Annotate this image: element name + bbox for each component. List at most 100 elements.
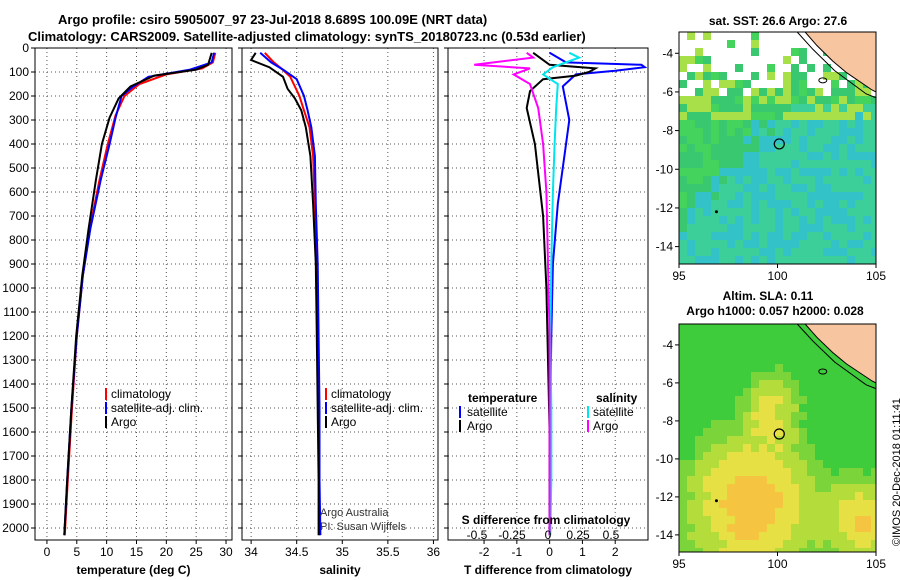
sla_map-cell xyxy=(847,500,855,508)
sla_map-cell xyxy=(815,484,823,492)
sst_map-cell xyxy=(679,192,687,200)
sst_map-cell xyxy=(727,168,735,176)
sst_map-cell xyxy=(823,232,831,240)
sst_map-cell xyxy=(823,96,831,104)
sst_map-cell xyxy=(751,168,759,176)
sst_map-cell xyxy=(759,32,767,40)
sst_map-cell xyxy=(855,256,863,264)
sst_map-profile-marker xyxy=(773,138,785,150)
sla_map-cell xyxy=(687,332,695,340)
sst_map-cell xyxy=(871,88,876,96)
sla_map-cell xyxy=(687,364,695,372)
sst_map-cell xyxy=(871,256,876,264)
sla_map-cell xyxy=(751,468,759,476)
sst_map-cell xyxy=(695,200,703,208)
sst_map-cell xyxy=(759,72,767,80)
sla_map-cell xyxy=(831,524,839,532)
sst_map-cell xyxy=(703,40,711,48)
sst_map-cell xyxy=(807,120,815,128)
sla_map-cell xyxy=(783,500,791,508)
sla_map-cell xyxy=(703,436,711,444)
diff-secondary-tick-1: -0.25 xyxy=(498,528,526,542)
sst_map-cell xyxy=(815,240,823,248)
sst_map-cell xyxy=(695,224,703,232)
sst_map-cell xyxy=(855,144,863,152)
sst_map-cell xyxy=(703,192,711,200)
sla_map-cell xyxy=(743,404,751,412)
sst_map-cell xyxy=(687,104,695,112)
sla_map-cell xyxy=(751,332,759,340)
sla_map-cell xyxy=(759,452,767,460)
sla_map-cell xyxy=(735,484,743,492)
sst_map-cell xyxy=(711,240,719,248)
sst_map-cell xyxy=(783,64,791,72)
sst_map-cell xyxy=(839,152,847,160)
sst_map-cell xyxy=(807,168,815,176)
sst_map-cell xyxy=(863,192,871,200)
sst_map-cell xyxy=(863,168,871,176)
sst_map-cell xyxy=(719,112,727,120)
sla_map-cell xyxy=(783,508,791,516)
sst_map-cell xyxy=(783,72,791,80)
sst_map-cell xyxy=(695,32,703,40)
sst_map-cell xyxy=(695,96,703,104)
sla_map-cell xyxy=(719,428,727,436)
sla_map-cell xyxy=(839,492,847,500)
sla_map-cell xyxy=(679,524,687,532)
sla_map-cell xyxy=(767,428,775,436)
sla_map-cell xyxy=(871,524,876,532)
sla_map-cell xyxy=(823,364,831,372)
sla_map-cell xyxy=(783,444,791,452)
sla_map-cell xyxy=(759,532,767,540)
sla_map-cell xyxy=(775,436,783,444)
sst_map-cell xyxy=(703,168,711,176)
sla_map-cell xyxy=(799,468,807,476)
sst_map-cell xyxy=(679,48,687,56)
sst_map-cell xyxy=(815,176,823,184)
sla_map-cell xyxy=(719,340,727,348)
sla_map-cell xyxy=(727,548,735,552)
sla_map-cell xyxy=(815,540,823,548)
sst_map-cell xyxy=(815,224,823,232)
sla_map-cell xyxy=(815,468,823,476)
sla_map-cell xyxy=(807,364,815,372)
sst_map-cell xyxy=(855,120,863,128)
sla_map-cell xyxy=(871,500,876,508)
sst_map-cell xyxy=(855,240,863,248)
sla_map-cell xyxy=(727,460,735,468)
sst_map-cell xyxy=(727,184,735,192)
sla_map-cell xyxy=(759,364,767,372)
sla_map-cell xyxy=(759,444,767,452)
sst_map-cell xyxy=(791,232,799,240)
sst_map-cell xyxy=(863,144,871,152)
sla_map-cell xyxy=(871,412,876,420)
sla_map-cell xyxy=(791,524,799,532)
sst_map-cell xyxy=(751,232,759,240)
sla_map-cell xyxy=(791,356,799,364)
differences-tick-label-x-4: 2 xyxy=(612,545,619,559)
depth-tick-label-16: 1600 xyxy=(2,425,29,439)
sst_map-cell xyxy=(751,120,759,128)
sst_map-cell xyxy=(767,88,775,96)
sla_map-cell xyxy=(831,388,839,396)
sst_map-cell xyxy=(751,152,759,160)
sla_map-cell xyxy=(831,372,839,380)
sla_map-cell xyxy=(695,500,703,508)
sst_map-cell xyxy=(823,184,831,192)
sst_map-cell xyxy=(687,72,695,80)
sst_map-cell xyxy=(695,248,703,256)
sst_map-cell xyxy=(711,192,719,200)
sst_map-cell xyxy=(767,200,775,208)
sst_map-cell xyxy=(847,240,855,248)
sst_map-cell xyxy=(847,232,855,240)
sst_map-cell xyxy=(863,88,871,96)
sst_map-cell xyxy=(767,64,775,72)
sst_map-cell xyxy=(751,56,759,64)
sst_map-cell xyxy=(831,80,839,88)
sst_map-cell xyxy=(791,80,799,88)
sla_map-cell xyxy=(687,340,695,348)
sla_map-cell xyxy=(695,364,703,372)
sst_map-cell xyxy=(823,240,831,248)
sla_map-cell xyxy=(743,516,751,524)
sla_map-cell xyxy=(871,420,876,428)
